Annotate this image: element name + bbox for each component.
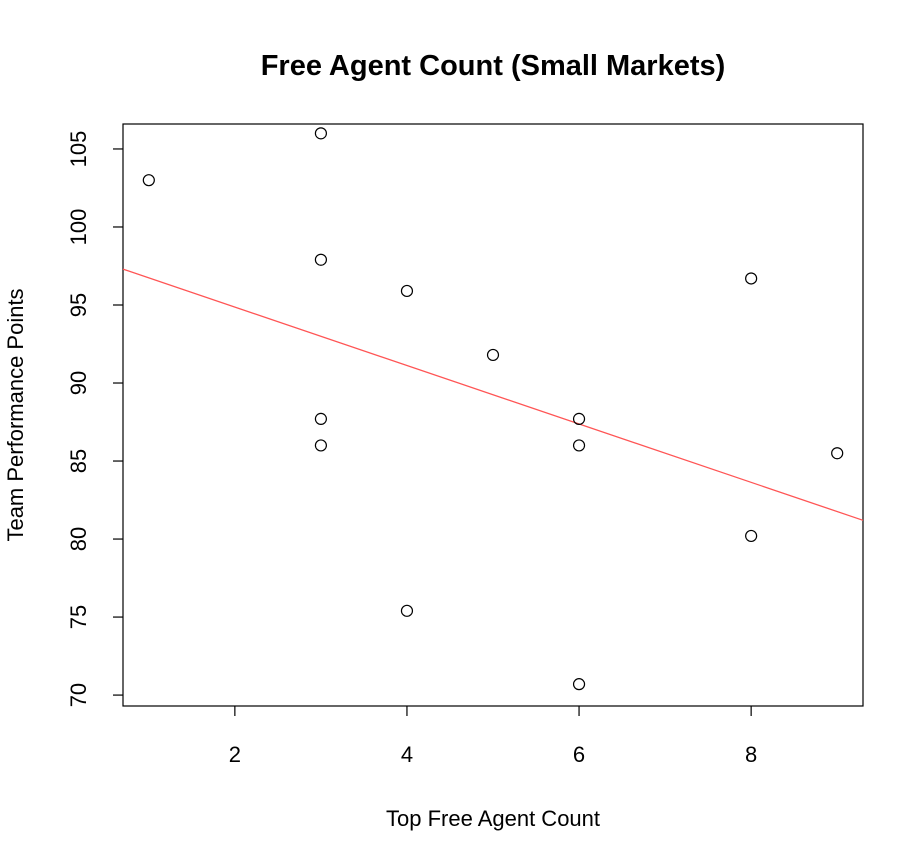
data-point — [572, 678, 586, 691]
y-tick-label: 90 — [66, 371, 91, 395]
data-point — [486, 348, 500, 362]
regression-line — [122, 268, 864, 521]
chart-title: Free Agent Count (Small Markets) — [261, 50, 726, 82]
data-point — [314, 253, 328, 266]
y-axis-label: Team Performance Points — [3, 288, 28, 541]
x-axis-label: Top Free Agent Count — [386, 806, 600, 831]
x-tick-label: 2 — [229, 742, 241, 767]
x-tick-label: 4 — [401, 742, 413, 767]
data-points — [142, 127, 844, 691]
data-point — [745, 529, 758, 543]
data-point — [745, 272, 758, 285]
y-tick-label: 70 — [66, 683, 91, 707]
data-point — [314, 439, 328, 452]
data-point — [400, 604, 414, 617]
y-tick-label: 80 — [66, 527, 91, 551]
y-tick-label: 75 — [66, 605, 91, 629]
y-tick-label: 95 — [66, 293, 91, 317]
y-axis: 70 75 80 85 90 95 100 105 — [66, 131, 123, 707]
x-tick-label: 8 — [745, 742, 757, 767]
y-tick-label: 85 — [66, 449, 91, 473]
y-tick-label: 100 — [66, 209, 91, 246]
data-point — [831, 447, 844, 460]
data-point — [572, 412, 586, 426]
plot-frame — [122, 123, 864, 707]
data-point — [314, 412, 328, 426]
data-point — [314, 127, 328, 140]
x-tick-label: 6 — [573, 742, 585, 767]
y-tick-label: 105 — [66, 131, 91, 168]
data-point — [400, 284, 414, 298]
data-point — [572, 439, 586, 452]
data-point — [142, 174, 155, 187]
x-axis: 2 4 6 8 — [229, 706, 757, 767]
